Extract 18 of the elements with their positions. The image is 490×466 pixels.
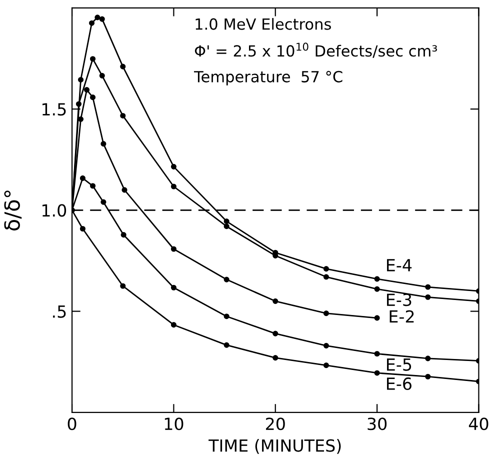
x-tick-label: 40 (468, 418, 488, 430)
y-tick-label: 1.0 (42, 204, 66, 217)
annotation: Temperature 57 °C (194, 70, 342, 86)
y-axis-title: δ/δ° (4, 190, 22, 230)
x-tick-label: 10 (164, 418, 184, 430)
series-label: E-6 (387, 377, 412, 390)
series-label: E-4 (387, 259, 412, 272)
series-label: E-3 (387, 294, 412, 306)
annotation: Φ' = 2.5 x 10$^{10}$ Defects/sec cm³ (194, 42, 437, 58)
series-label: E-5 (387, 358, 412, 371)
y-tick-label: 1.5 (42, 103, 66, 116)
x-tick-label: 20 (266, 418, 285, 430)
annotation: 1.0 MeV Electrons (196, 18, 331, 30)
x-tick-label: 0 (68, 418, 76, 430)
x-axis-title: TIME (MINUTES) (208, 438, 341, 454)
x-tick-label: 30 (368, 418, 387, 430)
series-label: E-2 (390, 310, 414, 323)
y-tick-label: .5 (53, 305, 66, 318)
